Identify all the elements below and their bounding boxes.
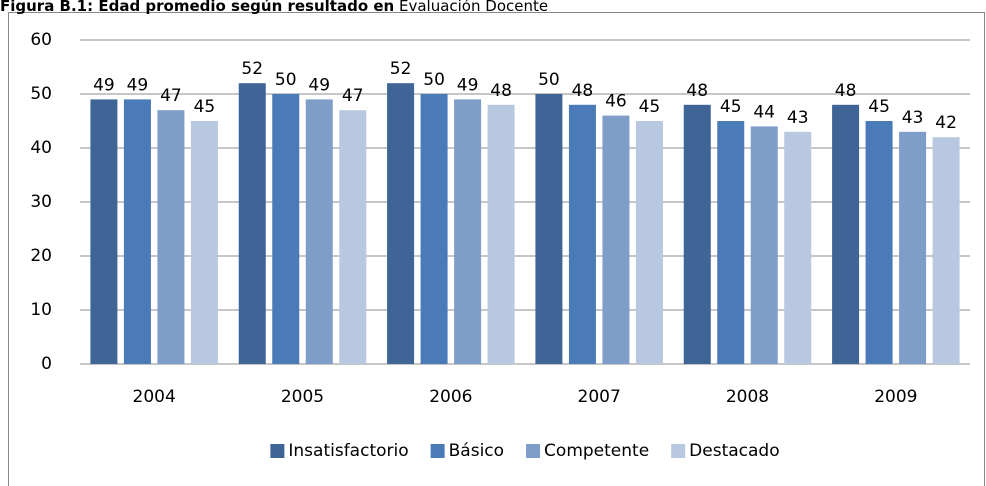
bar — [190, 121, 218, 364]
legend-swatch — [671, 444, 686, 458]
x-tick-label: 2006 — [429, 387, 472, 407]
bar — [305, 99, 333, 365]
bar — [899, 131, 927, 364]
data-label: 43 — [787, 108, 809, 128]
data-label: 52 — [241, 59, 263, 79]
x-tick-label: 2008 — [726, 387, 769, 407]
legend-swatch — [430, 444, 445, 458]
bar — [784, 131, 812, 364]
y-tick-label: 0 — [41, 354, 52, 374]
bar — [717, 121, 745, 364]
bar — [387, 83, 415, 364]
bar — [832, 104, 860, 365]
data-label: 50 — [275, 70, 297, 90]
x-tick-label: 2007 — [578, 387, 621, 407]
bar — [865, 121, 893, 364]
y-tick-label: 40 — [30, 138, 52, 158]
bar — [123, 99, 151, 365]
bar — [683, 104, 711, 365]
y-tick-label: 60 — [30, 30, 52, 50]
data-label: 46 — [605, 92, 627, 112]
data-label: 49 — [127, 75, 149, 95]
data-label: 49 — [93, 75, 115, 95]
data-label: 48 — [490, 81, 512, 101]
legend-swatch — [526, 444, 541, 458]
bar — [487, 104, 515, 365]
bar — [750, 126, 778, 365]
bar — [454, 99, 482, 365]
data-label: 45 — [194, 97, 216, 117]
x-tick-label: 2005 — [281, 387, 324, 407]
bar — [568, 104, 596, 365]
legend-label: Insatisfactorio — [288, 441, 408, 461]
title-rest: Evaluación Docente — [399, 0, 548, 15]
chart-title: Figura B.1: Edad promedio según resultad… — [0, 0, 548, 15]
y-tick-label: 20 — [30, 246, 52, 266]
x-tick-label: 2004 — [133, 387, 176, 407]
title-main: Figura B.1: Edad promedio según resultad… — [0, 0, 394, 15]
legend-swatch — [270, 444, 285, 458]
data-label: 52 — [390, 59, 412, 79]
data-label: 48 — [686, 81, 708, 101]
legend-label: Básico — [449, 441, 504, 461]
bar — [602, 115, 630, 364]
y-tick-label: 30 — [30, 192, 52, 212]
data-label: 42 — [935, 113, 957, 133]
bar — [635, 121, 663, 364]
legend-label: Destacado — [689, 441, 779, 461]
bar — [420, 94, 448, 364]
data-label: 49 — [308, 75, 330, 95]
bar — [157, 110, 185, 364]
bar — [238, 83, 266, 364]
y-tick-label: 50 — [30, 84, 52, 104]
data-label: 49 — [457, 75, 479, 95]
data-label: 47 — [160, 86, 182, 106]
data-label: 50 — [538, 70, 560, 90]
bar — [932, 137, 960, 364]
data-label: 45 — [868, 97, 890, 117]
y-tick-label: 10 — [30, 300, 52, 320]
data-label: 50 — [423, 70, 445, 90]
data-label: 47 — [342, 86, 364, 106]
legend: Insatisfactorio Básico Competente Destacado — [270, 441, 780, 461]
data-label: 43 — [902, 108, 924, 128]
data-label: 48 — [572, 81, 594, 101]
data-label: 45 — [639, 97, 661, 117]
bar — [90, 99, 118, 365]
bar — [535, 94, 563, 364]
data-label: 44 — [753, 102, 775, 122]
data-label: 48 — [835, 81, 857, 101]
data-label: 45 — [720, 97, 742, 117]
x-tick-label: 2009 — [874, 387, 917, 407]
bar — [272, 94, 300, 364]
bar — [339, 110, 367, 364]
legend-label: Competente — [544, 441, 649, 461]
